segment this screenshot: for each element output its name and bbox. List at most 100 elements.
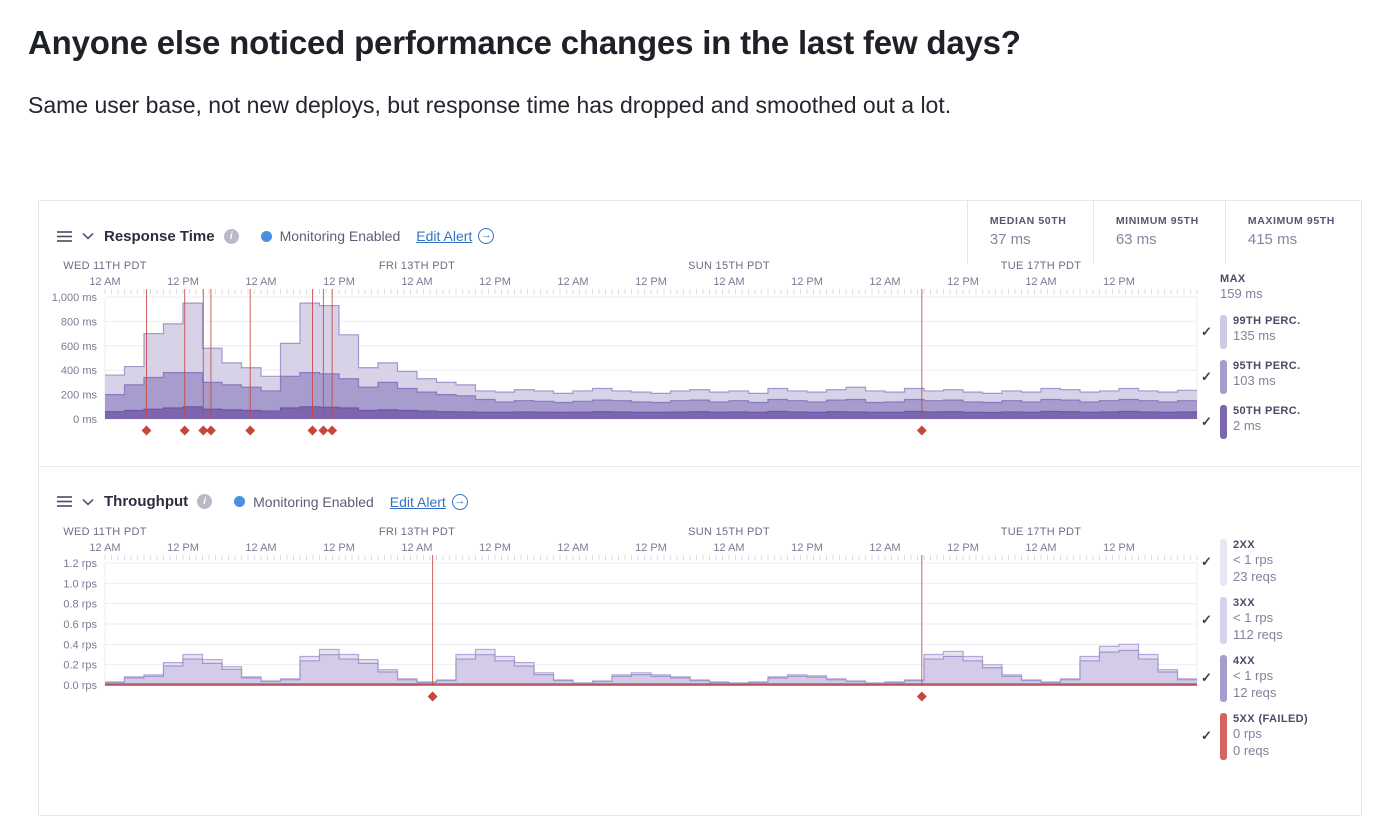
stat-value: 37 ms bbox=[989, 231, 1031, 248]
alert-event-marker[interactable] bbox=[198, 425, 209, 436]
svg-text:12 AM: 12 AM bbox=[557, 542, 588, 554]
stat-value: 63 ms bbox=[1115, 231, 1157, 248]
stat-cell: MINIMUM 95TH 63 ms bbox=[1092, 201, 1225, 264]
legend-value: 12 reqs bbox=[1233, 685, 1277, 701]
svg-text:0.8 rps: 0.8 rps bbox=[63, 598, 97, 610]
svg-text:12 PM: 12 PM bbox=[167, 276, 199, 288]
svg-text:0.6 rps: 0.6 rps bbox=[63, 619, 97, 631]
legend-value: < 1 rps bbox=[1233, 609, 1274, 625]
alert-event-marker[interactable] bbox=[318, 425, 329, 436]
monitoring-status-label: Monitoring Enabled bbox=[253, 493, 374, 510]
svg-text:FRI 13TH PDT: FRI 13TH PDT bbox=[379, 260, 455, 272]
svg-text:12 AM: 12 AM bbox=[89, 276, 120, 288]
alert-event-marker[interactable] bbox=[327, 425, 338, 436]
legend-item-99th-perc-[interactable]: ✓ 99TH PERC. 135 ms bbox=[1201, 314, 1353, 349]
legend-swatch bbox=[1220, 654, 1227, 702]
checkmark-icon: ✓ bbox=[1201, 323, 1212, 339]
edit-alert-link[interactable]: Edit Alert bbox=[416, 228, 473, 244]
svg-text:400 ms: 400 ms bbox=[61, 365, 98, 377]
panel-title: Throughput bbox=[104, 493, 189, 511]
legend-label: 5XX (FAILED) bbox=[1233, 712, 1309, 725]
svg-text:12 PM: 12 PM bbox=[947, 276, 979, 288]
arrow-circle-right-icon[interactable]: → bbox=[451, 493, 468, 510]
legend-text: 99TH PERC. 135 ms bbox=[1233, 315, 1301, 349]
svg-text:12 AM: 12 AM bbox=[869, 276, 900, 288]
alert-event-marker[interactable] bbox=[141, 425, 152, 436]
svg-text:12 PM: 12 PM bbox=[791, 276, 823, 288]
svg-text:12 PM: 12 PM bbox=[479, 542, 511, 554]
svg-text:12 PM: 12 PM bbox=[167, 542, 199, 554]
chevron-down-icon[interactable] bbox=[82, 232, 94, 240]
svg-text:1,000 ms: 1,000 ms bbox=[52, 292, 98, 304]
throughput-chart-row: WED 11TH PDT FRI 13TH PDT SUN 15TH PDT TUE … bbox=[39, 521, 1361, 773]
stat-label: MEDIAN 50TH bbox=[989, 215, 1067, 227]
legend-text: 50TH PERC. 2 ms bbox=[1233, 405, 1301, 439]
metrics-card: Response Time i Monitoring Enabled Edit … bbox=[38, 200, 1362, 816]
alert-event-marker[interactable] bbox=[916, 691, 927, 701]
svg-text:12 PM: 12 PM bbox=[791, 542, 823, 554]
legend-label: 2XX bbox=[1233, 538, 1255, 551]
alert-event-marker[interactable] bbox=[916, 425, 927, 436]
legend-swatch bbox=[1220, 404, 1227, 439]
legend-text: 2XX < 1 rps 23 reqs bbox=[1233, 539, 1276, 586]
svg-text:12 AM: 12 AM bbox=[557, 276, 588, 288]
svg-text:12 AM: 12 AM bbox=[245, 276, 276, 288]
chevron-down-icon[interactable] bbox=[82, 498, 94, 506]
arrow-circle-right-icon[interactable]: → bbox=[478, 228, 495, 244]
checkmark-icon: ✓ bbox=[1201, 413, 1212, 429]
post-body: Same user base, not new deploys, but res… bbox=[28, 92, 952, 118]
svg-text:1.0 rps: 1.0 rps bbox=[63, 578, 97, 590]
monitoring-status-dot bbox=[234, 496, 246, 508]
alert-event-marker[interactable] bbox=[205, 425, 216, 436]
drag-handle-icon[interactable] bbox=[57, 496, 72, 507]
legend-item-2xx[interactable]: ✓ 2XX < 1 rps 23 reqs bbox=[1201, 538, 1353, 586]
response-time-chart-row: WED 11TH PDT FRI 13TH PDT SUN 15TH PDT TUE … bbox=[39, 255, 1361, 452]
svg-text:FRI 13TH PDT: FRI 13TH PDT bbox=[379, 526, 455, 538]
legend-swatch bbox=[1220, 596, 1227, 644]
monitoring-status-label: Monitoring Enabled bbox=[279, 228, 401, 244]
legend-value: < 1 rps bbox=[1233, 551, 1274, 567]
legend-item-50th-perc-[interactable]: ✓ 50TH PERC. 2 ms bbox=[1201, 404, 1353, 439]
legend-max-label: MAX bbox=[1220, 273, 1246, 285]
svg-text:600 ms: 600 ms bbox=[61, 341, 98, 353]
info-icon[interactable]: i bbox=[197, 494, 213, 510]
legend-label: 99TH PERC. bbox=[1233, 314, 1301, 327]
checkmark-icon: ✓ bbox=[1201, 612, 1212, 628]
svg-text:0.4 rps: 0.4 rps bbox=[63, 639, 97, 651]
legend-item-95th-perc-[interactable]: ✓ 95TH PERC. 103 ms bbox=[1201, 359, 1353, 394]
svg-text:TUE 17TH PDT: TUE 17TH PDT bbox=[1001, 526, 1082, 538]
stat-label: MINIMUM 95TH bbox=[1115, 215, 1199, 227]
svg-text:12 AM: 12 AM bbox=[245, 542, 276, 554]
stat-value: 415 ms bbox=[1247, 231, 1298, 248]
response-time-legend: MAX 159 ms ✓ 99TH PERC. 135 ms ✓ 95TH PERC. 103… bbox=[1201, 257, 1353, 450]
legend-text: 5XX (FAILED) 0 rps 0 reqs bbox=[1233, 713, 1308, 760]
checkmark-icon: ✓ bbox=[1201, 728, 1212, 744]
throughput-chart: WED 11TH PDT FRI 13TH PDT SUN 15TH PDT TUE … bbox=[63, 526, 1198, 701]
drag-handle-icon[interactable] bbox=[57, 230, 72, 242]
svg-text:12 PM: 12 PM bbox=[323, 276, 355, 288]
legend-item-3xx[interactable]: ✓ 3XX < 1 rps 112 reqs bbox=[1201, 596, 1353, 644]
alert-event-marker[interactable] bbox=[427, 691, 438, 701]
response-time-stats: MEDIAN 50TH 37 ms MINIMUM 95TH 63 ms MAXIMUM… bbox=[966, 201, 1361, 264]
alert-event-marker[interactable] bbox=[245, 425, 256, 436]
svg-text:TUE 17TH PDT: TUE 17TH PDT bbox=[1001, 260, 1082, 272]
alert-event-marker[interactable] bbox=[307, 425, 318, 436]
legend-value: 0 reqs bbox=[1233, 743, 1270, 759]
svg-text:1.2 rps: 1.2 rps bbox=[63, 558, 97, 570]
svg-text:SUN 15TH PDT: SUN 15TH PDT bbox=[688, 260, 770, 272]
legend-text: 4XX < 1 rps 12 reqs bbox=[1233, 655, 1276, 702]
edit-alert-link[interactable]: Edit Alert bbox=[389, 493, 446, 510]
response-time-panel: Response Time i Monitoring Enabled Edit … bbox=[39, 201, 1361, 458]
legend-label: 4XX bbox=[1233, 654, 1255, 667]
legend-value: 103 ms bbox=[1233, 372, 1276, 388]
svg-text:0.2 rps: 0.2 rps bbox=[63, 659, 97, 671]
alert-event-marker[interactable] bbox=[179, 425, 190, 436]
legend-item-5xx-failed-[interactable]: ✓ 5XX (FAILED) 0 rps 0 reqs bbox=[1201, 712, 1353, 760]
panel-title: Response Time bbox=[104, 227, 215, 245]
info-icon[interactable]: i bbox=[223, 228, 239, 244]
svg-text:12 PM: 12 PM bbox=[635, 276, 667, 288]
svg-text:12 AM: 12 AM bbox=[713, 276, 744, 288]
svg-text:12 PM: 12 PM bbox=[479, 276, 511, 288]
legend-item-4xx[interactable]: ✓ 4XX < 1 rps 12 reqs bbox=[1201, 654, 1353, 702]
